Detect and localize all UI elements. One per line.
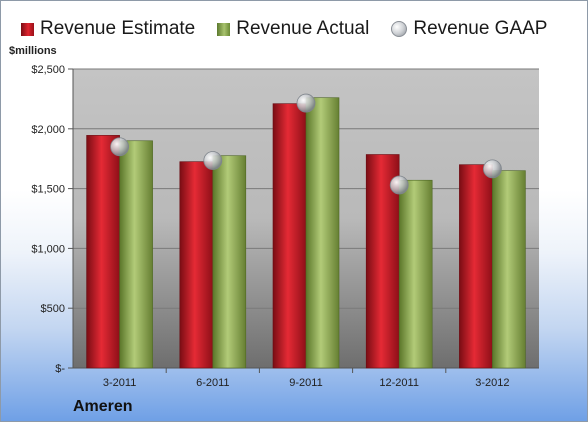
bar-revenue-actual bbox=[492, 170, 526, 369]
legend-label-gaap: Revenue GAAP bbox=[413, 18, 548, 39]
x-tick-label: 3-2012 bbox=[475, 377, 509, 389]
bar-revenue-estimate bbox=[459, 164, 493, 369]
legend-swatch-actual bbox=[217, 22, 231, 36]
y-axis-unit-label: $millions bbox=[9, 45, 57, 57]
legend-label-estimate: Revenue Estimate bbox=[40, 18, 196, 39]
legend-item-actual: Revenue Actual bbox=[217, 18, 369, 40]
company-label: Ameren bbox=[73, 398, 133, 415]
legend-swatch-gaap bbox=[391, 21, 408, 37]
legend-label-actual: Revenue Actual bbox=[236, 18, 370, 39]
chart-legend: Revenue Estimate Revenue Actual Revenue … bbox=[21, 17, 547, 41]
marker-revenue-gaap bbox=[482, 159, 502, 179]
x-tick-label: 12-2011 bbox=[379, 377, 419, 389]
bar-revenue-actual bbox=[119, 140, 153, 369]
bar-revenue-estimate bbox=[272, 103, 307, 369]
y-tick-label: $1,500 bbox=[31, 184, 65, 196]
x-tick-label: 9-2011 bbox=[289, 377, 322, 389]
legend-item-estimate: Revenue Estimate bbox=[21, 18, 195, 40]
bar-revenue-actual bbox=[305, 97, 340, 369]
bar-revenue-actual bbox=[212, 155, 247, 369]
y-tick-label: $1,000 bbox=[31, 243, 65, 255]
marker-revenue-gaap bbox=[389, 175, 409, 195]
marker-revenue-gaap bbox=[110, 137, 129, 157]
bar-revenue-actual bbox=[398, 179, 433, 369]
y-tick-label: $- bbox=[55, 363, 65, 375]
y-tick-label: $2,500 bbox=[31, 64, 65, 76]
x-tick-label: 3-2011 bbox=[103, 377, 136, 389]
legend-swatch-estimate bbox=[21, 22, 34, 36]
bar-revenue-estimate bbox=[86, 135, 120, 369]
x-tick-label: 6-2011 bbox=[196, 377, 229, 389]
marker-revenue-gaap bbox=[296, 93, 316, 113]
y-tick-label: $2,000 bbox=[31, 124, 65, 136]
bar-revenue-estimate bbox=[179, 161, 214, 369]
marker-revenue-gaap bbox=[203, 151, 223, 170]
y-tick-label: $500 bbox=[41, 303, 65, 315]
legend-item-gaap: Revenue GAAP bbox=[391, 18, 547, 40]
